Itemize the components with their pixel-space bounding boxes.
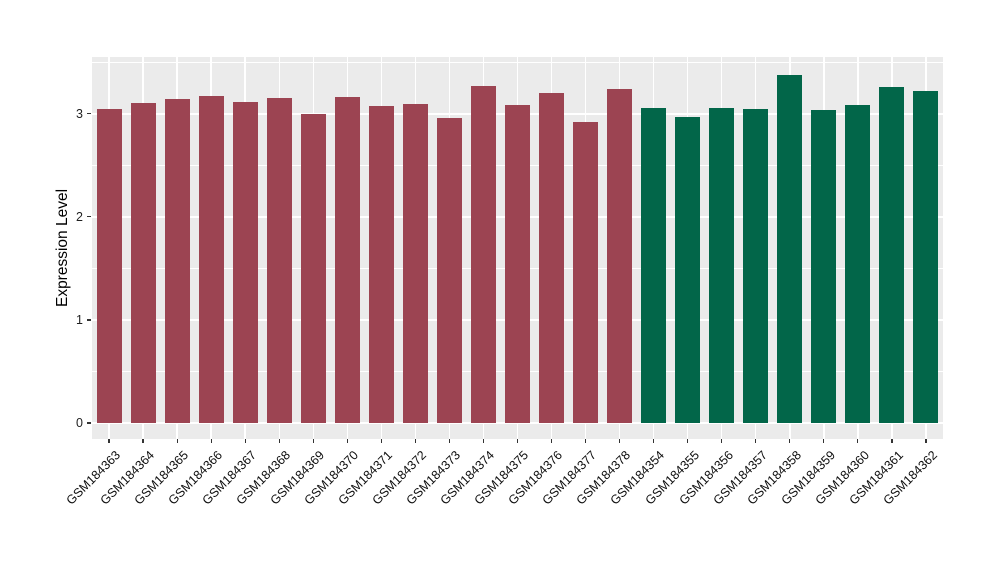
y-tick-label: 0 xyxy=(76,416,83,431)
y-tick-label: 2 xyxy=(76,209,83,224)
bar-GSM184371 xyxy=(368,106,394,423)
bar-GSM184359 xyxy=(811,109,837,423)
bar-GSM184365 xyxy=(164,99,190,423)
bar-GSM184356 xyxy=(709,107,735,423)
bar-GSM184372 xyxy=(402,104,428,423)
y-tick-mark xyxy=(87,216,91,218)
x-tick-mark xyxy=(755,439,757,443)
x-tick-mark xyxy=(312,439,314,443)
y-tick-label: 1 xyxy=(76,312,83,327)
x-tick-mark xyxy=(653,439,655,443)
x-tick-mark xyxy=(346,439,348,443)
plot-panel xyxy=(92,57,943,439)
x-tick-mark xyxy=(244,439,246,443)
x-tick-mark xyxy=(210,439,212,443)
x-tick-mark xyxy=(823,439,825,443)
bar-GSM184357 xyxy=(743,108,769,423)
x-tick-mark xyxy=(482,439,485,443)
bar-GSM184361 xyxy=(879,86,905,423)
x-tick-mark xyxy=(550,439,553,443)
bar-GSM184374 xyxy=(470,85,496,423)
x-tick-mark xyxy=(142,439,144,443)
x-tick-mark xyxy=(448,439,450,443)
bar-GSM184373 xyxy=(436,117,462,424)
x-tick-mark xyxy=(857,439,859,443)
bar-GSM184362 xyxy=(913,91,939,423)
bar-GSM184363 xyxy=(96,108,122,423)
x-tick-mark xyxy=(176,439,178,443)
x-tick-mark xyxy=(108,439,110,443)
x-tick-mark xyxy=(516,439,519,443)
x-tick-mark xyxy=(721,439,723,443)
bar-GSM184378 xyxy=(607,88,633,423)
bar-GSM184367 xyxy=(232,102,258,423)
y-tick-mark xyxy=(87,422,91,424)
bar-GSM184354 xyxy=(641,107,667,423)
x-tick-mark xyxy=(619,439,621,443)
y-tick-mark xyxy=(87,319,91,321)
x-tick-mark xyxy=(789,439,791,443)
bar-GSM184369 xyxy=(300,113,326,423)
x-tick-mark xyxy=(687,439,689,443)
x-tick-mark xyxy=(414,439,416,443)
bar-GSM184366 xyxy=(198,96,224,423)
y-tick-mark xyxy=(87,113,91,115)
x-tick-mark xyxy=(380,439,382,443)
y-axis-title: Expression Level xyxy=(54,188,71,308)
x-tick-mark xyxy=(278,439,280,443)
bar-GSM184364 xyxy=(130,103,156,423)
bar-GSM184355 xyxy=(675,116,701,423)
bar-GSM184377 xyxy=(573,121,599,424)
bar-GSM184370 xyxy=(334,97,360,423)
x-tick-mark xyxy=(925,439,927,443)
y-tick-label: 3 xyxy=(76,106,83,121)
bar-GSM184376 xyxy=(539,93,565,423)
bar-GSM184360 xyxy=(845,105,871,423)
x-tick-mark xyxy=(584,439,587,443)
x-tick-mark xyxy=(891,439,893,443)
bar-GSM184368 xyxy=(266,98,292,423)
bar-GSM184375 xyxy=(505,105,530,423)
bar-GSM184358 xyxy=(777,74,803,423)
